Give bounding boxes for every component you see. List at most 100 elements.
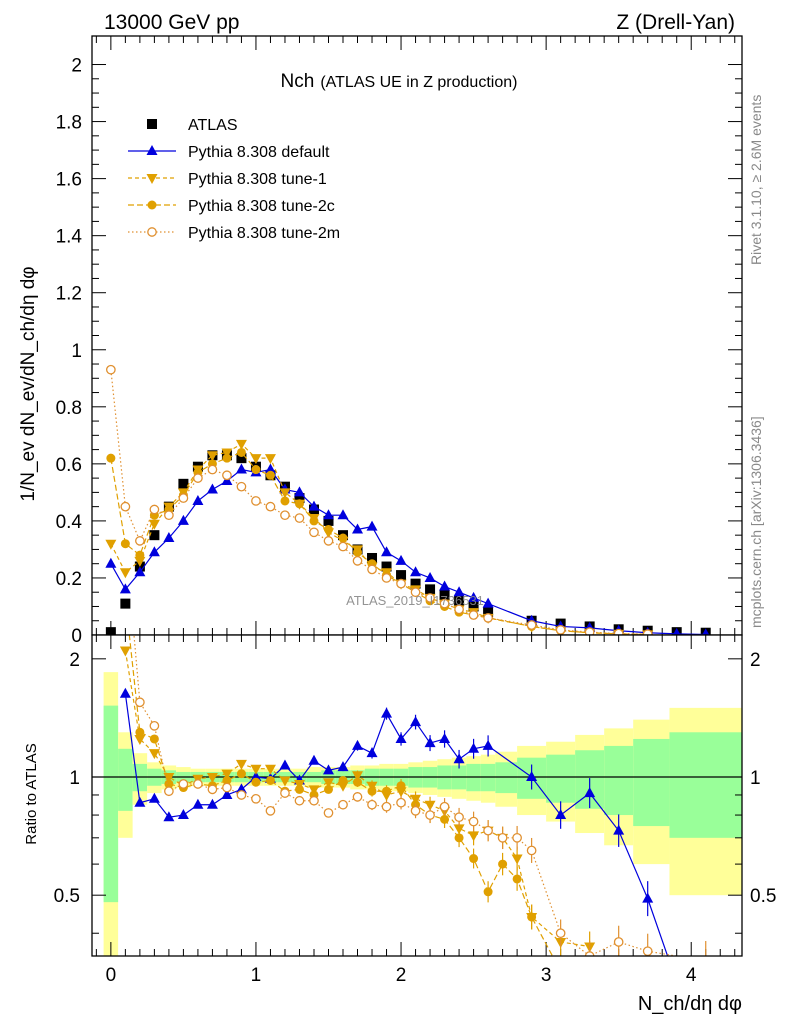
ratio-point (498, 859, 508, 869)
ratio-point (483, 887, 493, 897)
ratio-point (424, 737, 436, 748)
x-tick-label: 3 (541, 965, 552, 986)
data-point (468, 610, 479, 620)
ratio-y-tick-label: 1 (69, 768, 80, 789)
ratio-point (454, 833, 464, 843)
data-point (105, 557, 117, 568)
data-point (366, 520, 378, 531)
ratio-point (177, 809, 189, 820)
ratio-series (119, 635, 707, 956)
ratio-point (163, 773, 175, 784)
legend-label: Pythia 8.308 default (188, 144, 330, 161)
data-point (337, 509, 349, 520)
data-point (308, 500, 320, 511)
data-point (120, 539, 130, 549)
ratio-point (337, 781, 349, 792)
ratio-point (642, 892, 654, 903)
series-line (110, 468, 706, 636)
y-tick-label: 0.8 (56, 398, 82, 419)
ratio-point (613, 937, 624, 947)
data-point (483, 607, 494, 618)
data-point (206, 451, 218, 462)
data-point (235, 463, 247, 474)
ratio-point (338, 799, 348, 810)
y-tick-label: 1 (71, 341, 82, 362)
ratio-point (294, 795, 305, 806)
x-tick-label: 0 (106, 965, 117, 986)
mcplots-label: mcplots.cern.ch [arXiv:1306.3436] (748, 416, 764, 628)
ratio-point (148, 749, 160, 760)
x-tick-label: 1 (251, 965, 262, 986)
ratio-point (338, 775, 348, 785)
data-point (425, 584, 436, 595)
x-tick-label: 4 (686, 965, 697, 986)
data-point (119, 568, 131, 579)
y-tick-label: 0.4 (56, 512, 83, 533)
ratio-point (119, 646, 131, 657)
ratio-point (454, 812, 464, 823)
ratio-y-tick-label-right: 2 (750, 650, 761, 671)
data-point (164, 510, 174, 521)
ratio-point (207, 784, 218, 795)
ratio-point (512, 874, 522, 884)
ratio-point (222, 782, 232, 793)
data-point (235, 439, 247, 450)
ratio-point (163, 811, 175, 822)
ratio-point (264, 764, 276, 775)
ratio-point (236, 790, 247, 800)
uncertainty-band-inner (118, 748, 133, 811)
data-point (265, 470, 275, 480)
ratio-point (323, 808, 334, 818)
ratio-point (251, 793, 261, 804)
data-point (105, 539, 117, 550)
data-point (410, 578, 421, 589)
uncertainty-band-inner (103, 705, 119, 903)
data-point (454, 595, 465, 606)
ratio-y-axis-label: Ratio to ATLAS (23, 743, 40, 844)
legend-label: Pythia 8.308 tune-1 (188, 171, 327, 188)
x-axis-label: N_ch/dη dφ (638, 993, 742, 1015)
data-point (381, 561, 392, 572)
ratio-point (322, 764, 334, 775)
data-point (106, 364, 116, 375)
ratio-y-tick-label-right: 0.5 (750, 886, 776, 907)
legend-marker (146, 145, 158, 155)
ratio-point (353, 777, 363, 787)
data-point (483, 613, 493, 623)
main-plot-area (92, 36, 742, 635)
ratio-point (235, 783, 247, 794)
data-point (178, 478, 189, 489)
uncertainty-band-inner (633, 738, 670, 827)
ratio-y-tick-label: 0.5 (54, 886, 80, 907)
data-point (280, 510, 290, 521)
ratio-point (453, 753, 465, 764)
ratio-point (164, 779, 174, 789)
ratio-point (265, 805, 276, 816)
uncertainty-band-inner (604, 745, 634, 816)
ratio-point (424, 800, 436, 811)
ratio-point (148, 792, 160, 803)
ratio-ticks: 0.5 0.5 1 1 2 2 0 1 2 3 4 (54, 635, 776, 986)
data-point (178, 493, 189, 503)
data-point (293, 486, 305, 497)
ratio-point (497, 832, 508, 843)
data-point (555, 625, 566, 635)
data-point (410, 566, 422, 577)
data-point (148, 546, 160, 557)
ratio-point (149, 734, 159, 744)
ratio-point (149, 720, 160, 731)
data-point (236, 481, 247, 492)
ratio-point (134, 734, 146, 745)
watermark: ATLAS_2019_I1736531 (346, 593, 484, 608)
ratio-point (279, 759, 291, 770)
y-tick-label: 0 (71, 626, 82, 647)
legend-label: Pythia 8.308 tune-2c (188, 198, 335, 215)
data-point (294, 499, 304, 509)
ratio-point (512, 832, 522, 843)
ratio-point (511, 854, 523, 865)
ratio-point (482, 739, 494, 750)
data-point (526, 620, 537, 630)
header-left: 13000 GeV pp (104, 11, 239, 34)
data-point (424, 571, 436, 582)
data-point (149, 504, 160, 515)
